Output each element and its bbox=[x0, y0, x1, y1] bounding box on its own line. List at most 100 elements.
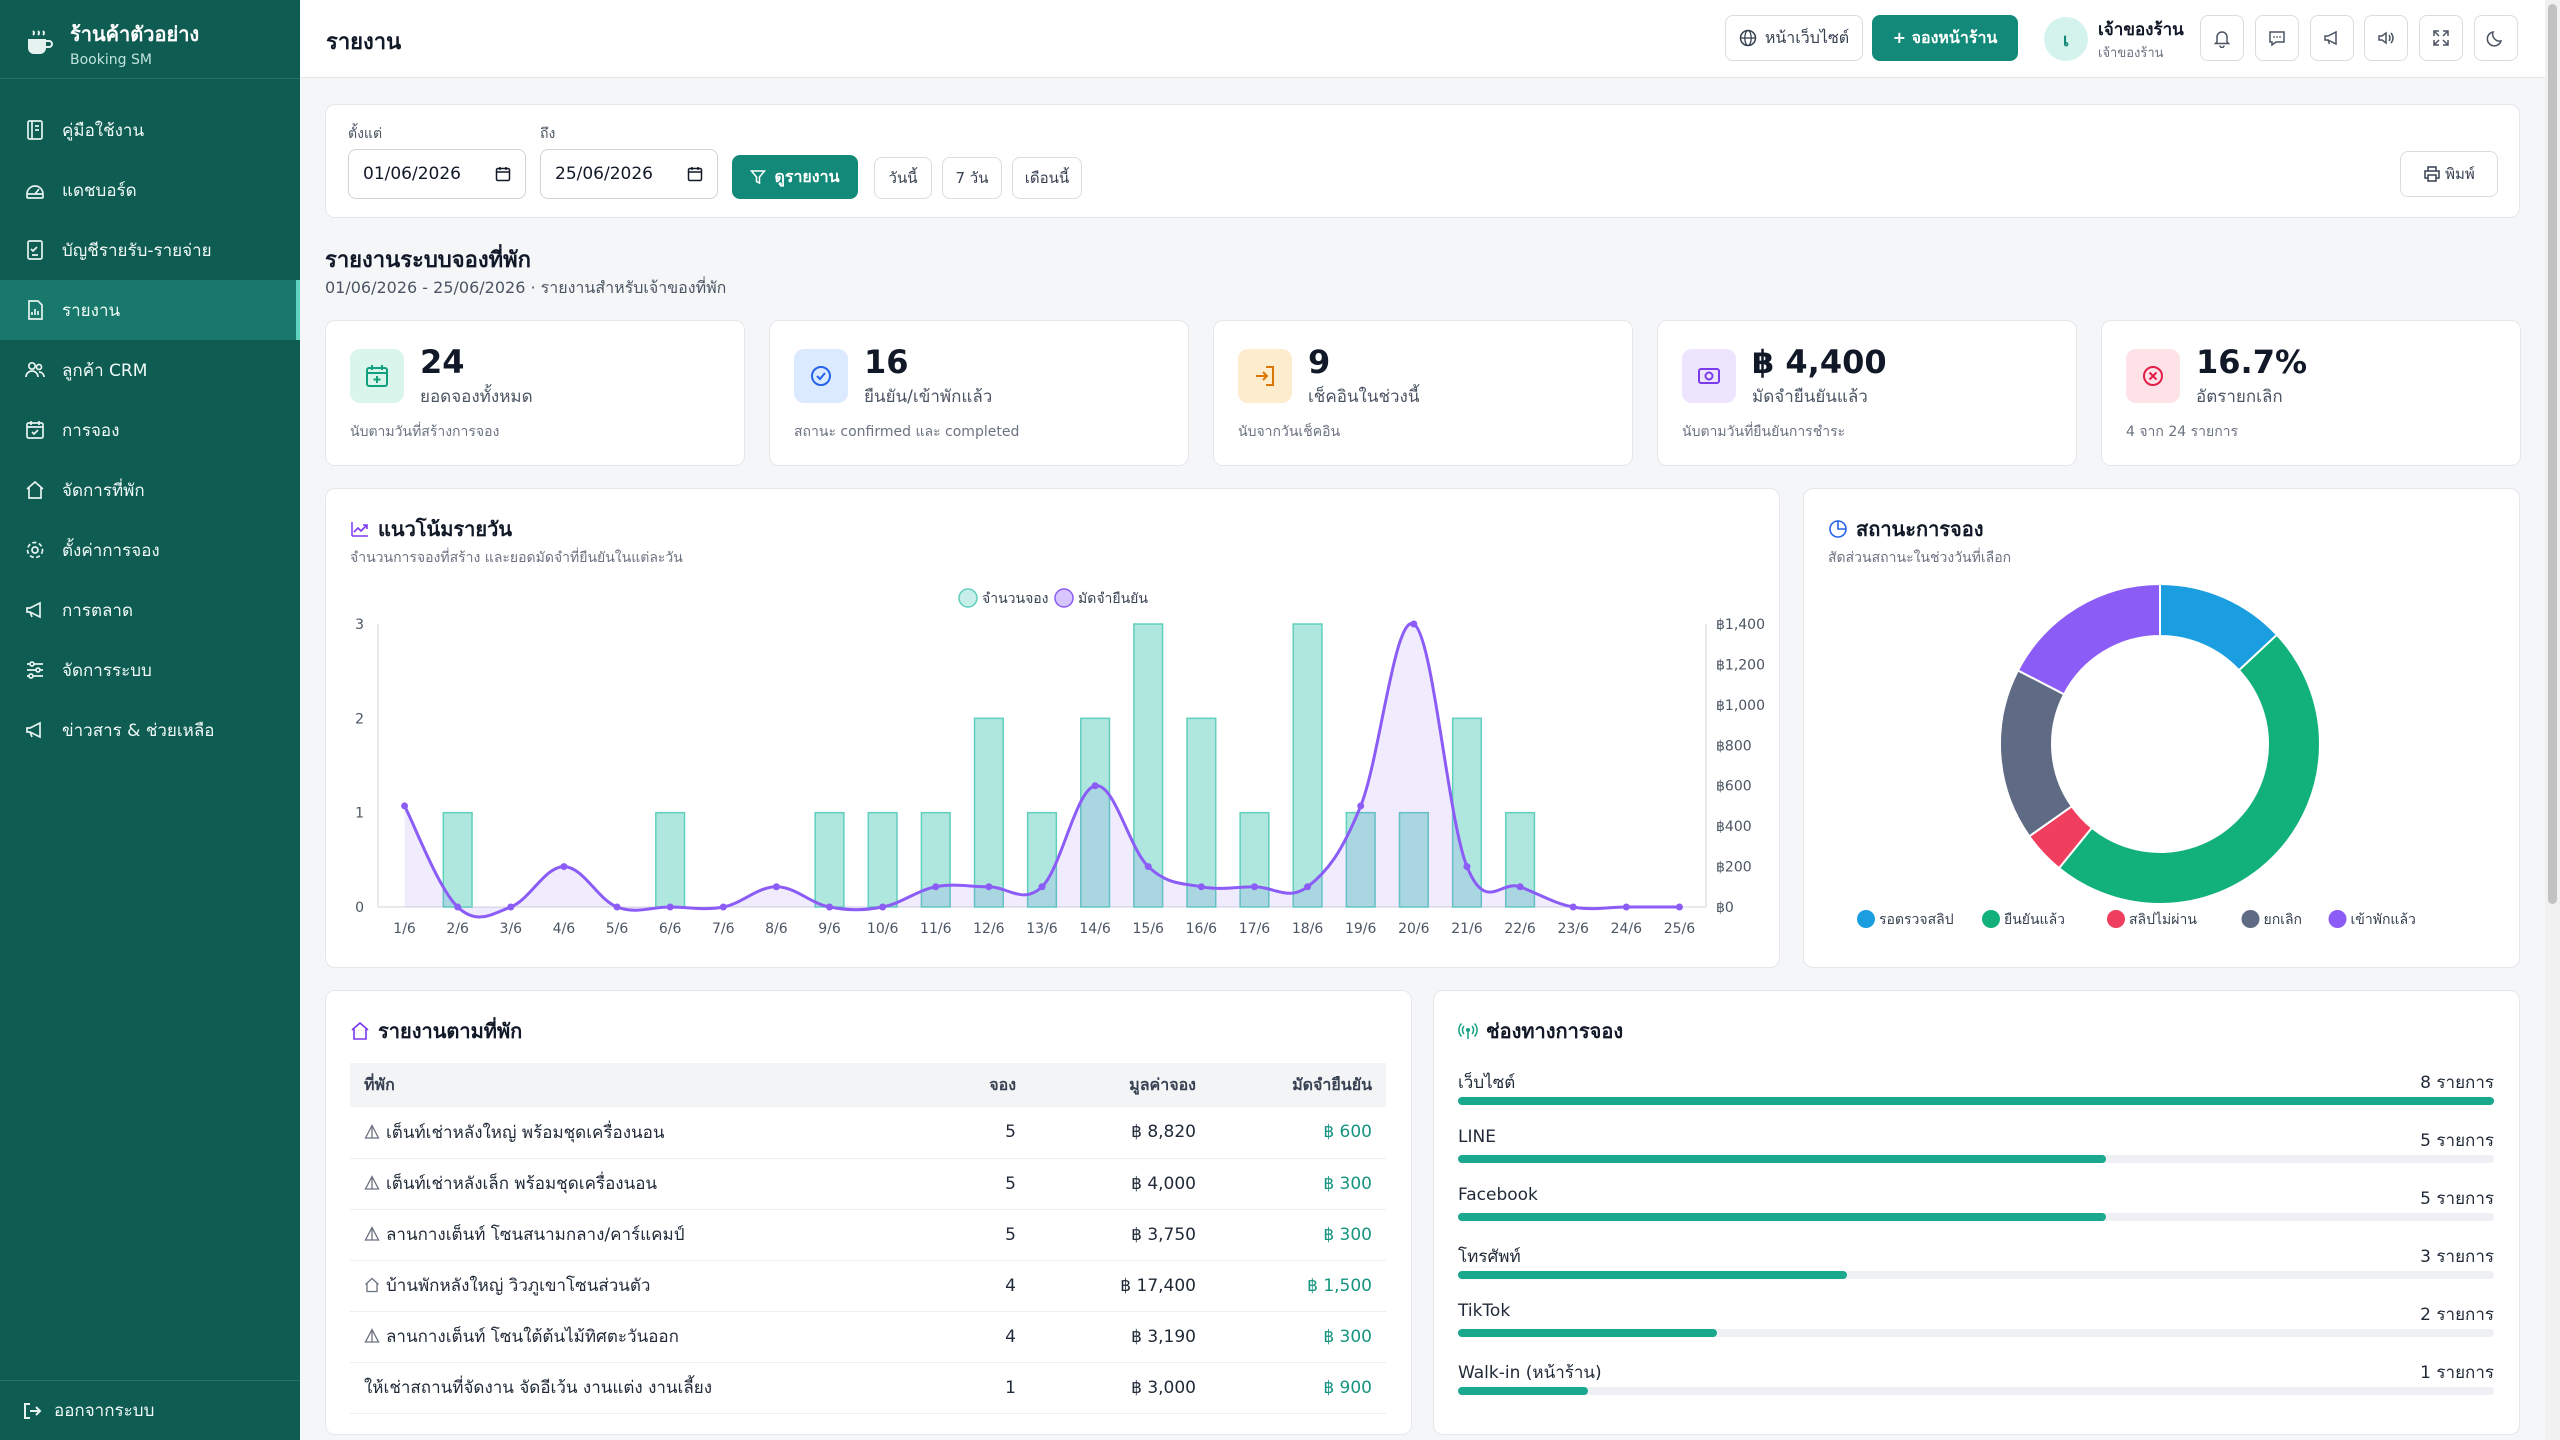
stat-note: นับตามวันที่สร้างการจอง bbox=[350, 424, 500, 440]
book-walkin-button[interactable]: + จองหน้าร้าน bbox=[1872, 15, 2018, 61]
x-tick-label: 13/6 bbox=[1026, 921, 1058, 937]
home-icon bbox=[24, 479, 46, 501]
table-row[interactable]: ลานกางเต็นท์ โซนสนามกลาง/คาร์แคมป์ 5 ฿ 3,7… bbox=[350, 1209, 1386, 1261]
stat-note: นับจากวันเช็คอิน bbox=[1238, 424, 1341, 440]
scrollbar-thumb[interactable] bbox=[2548, 4, 2557, 904]
sidebar-item-3[interactable]: รายงาน bbox=[0, 280, 300, 340]
property-name-cell: เต็นท์เช่าหลังใหญ่ พร้อมชุดเครื่องนอน bbox=[350, 1107, 910, 1159]
quick-today-button[interactable]: วันนี้ bbox=[874, 157, 932, 199]
quick-month-button[interactable]: เดือนนี้ bbox=[1012, 157, 1082, 199]
table-row[interactable]: เต็นท์เช่าหลังใหญ่ พร้อมชุดเครื่องนอน 5 ฿ … bbox=[350, 1107, 1386, 1159]
col-deposit[interactable]: มัดจำยืนยัน bbox=[1210, 1063, 1386, 1107]
x-tick-label: 16/6 bbox=[1186, 921, 1218, 937]
line-point bbox=[401, 802, 409, 810]
printer-icon bbox=[2424, 166, 2440, 182]
trend-title-wrap: แนวโน้มรายวัน bbox=[350, 513, 512, 545]
trend-chart: 0 1 2 3 ฿0 ฿200 ฿400 ฿600 ฿800 ฿1,000 ฿1,200 ฿1,400… bbox=[355, 588, 1765, 937]
sidebar-item-6[interactable]: จัดการที่พัก bbox=[0, 460, 300, 520]
line-point bbox=[666, 903, 674, 911]
sidebar-item-2[interactable]: บัญชีรายรับ-รายจ่าย bbox=[0, 220, 300, 280]
table-row[interactable]: ลานกางเต็นท์ โซนใต้ต้นไม้ทิศตะวันออก 4 ฿ 3… bbox=[350, 1311, 1386, 1363]
channel-count: 8 รายการ bbox=[2420, 1073, 2494, 1093]
property-name-cell: ลานกางเต็นท์ โซนสนามกลาง/คาร์แคมป์ bbox=[350, 1209, 910, 1261]
sidebar-item-1[interactable]: แดชบอร์ด bbox=[0, 160, 300, 220]
line-area bbox=[404, 623, 1680, 917]
channel-count: 5 รายการ bbox=[2420, 1131, 2494, 1151]
property-name: ให้เช่าสถานที่จัดงาน จัดอีเว้น งานแต่ง ง… bbox=[364, 1378, 713, 1398]
sidebar-item-0[interactable]: คู่มือใช้งาน bbox=[0, 100, 300, 160]
col-property[interactable]: ที่พัก bbox=[350, 1063, 910, 1107]
report-icon bbox=[24, 299, 46, 321]
line-point bbox=[560, 863, 568, 871]
globe-icon bbox=[1739, 29, 1757, 47]
avatar[interactable]: เ bbox=[2044, 17, 2088, 61]
scrollbar[interactable] bbox=[2545, 0, 2560, 1440]
announce-button[interactable] bbox=[2310, 15, 2354, 61]
x-tick-label: 8/6 bbox=[765, 921, 788, 937]
tent-icon bbox=[364, 1328, 380, 1343]
property-name-cell: บ้านพักหลังใหญ่ วิวภูเขาโซนส่วนตัว bbox=[350, 1260, 910, 1312]
fullscreen-button[interactable] bbox=[2419, 15, 2463, 61]
property-deposit: ฿ 1,500 bbox=[1210, 1260, 1386, 1312]
sidebar-item-10[interactable]: ข่าวสาร & ช่วยเหลือ bbox=[0, 700, 300, 760]
line-point bbox=[613, 903, 621, 911]
line-point bbox=[1144, 863, 1152, 871]
website-button[interactable]: หน้าเว็บไซต์ bbox=[1725, 15, 1863, 61]
channel-row: LINE 5 รายการ bbox=[1458, 1119, 2494, 1177]
bar bbox=[1451, 717, 1483, 908]
stat-note: นับตามวันที่ยืนยันการชำระ bbox=[1682, 424, 1846, 440]
table-row[interactable]: บ้านพักหลังใหญ่ วิวภูเขาโซนส่วนตัว 4 ฿ 17,… bbox=[350, 1260, 1386, 1312]
sidebar-item-label: จัดการระบบ bbox=[62, 660, 152, 681]
sound-button[interactable] bbox=[2364, 15, 2408, 61]
sidebar-item-label: บัญชีรายรับ-รายจ่าย bbox=[62, 240, 212, 261]
to-date-value: 25/06/2026 bbox=[555, 164, 653, 184]
quick-7days-button[interactable]: 7 วัน bbox=[942, 157, 1002, 199]
property-deposit: ฿ 300 bbox=[1210, 1209, 1386, 1261]
col-value[interactable]: มูลค่าจอง bbox=[1030, 1063, 1210, 1107]
y-left-tick-label: 2 bbox=[355, 711, 364, 727]
y-right-tick-label: ฿200 bbox=[1716, 860, 1752, 876]
table-row[interactable]: เต็นท์เช่าหลังเล็ก พร้อมชุดเครื่องนอน 5 ฿ … bbox=[350, 1158, 1386, 1210]
house-icon bbox=[351, 1021, 369, 1040]
logout-button[interactable]: ออกจากระบบ bbox=[0, 1380, 300, 1440]
col-bookings[interactable]: จอง bbox=[910, 1063, 1030, 1107]
stat-value: 9 bbox=[1308, 343, 1331, 381]
property-deposit: ฿ 300 bbox=[1210, 1158, 1386, 1210]
from-date-input[interactable]: 01/06/2026 bbox=[348, 149, 526, 199]
theme-button[interactable] bbox=[2474, 15, 2518, 61]
tent-icon bbox=[364, 1226, 380, 1241]
channel-name: เว็บไซต์ bbox=[1458, 1073, 1516, 1093]
sidebar-item-5[interactable]: การจอง bbox=[0, 400, 300, 460]
channel-name: TikTok bbox=[1458, 1301, 1511, 1321]
user-role: เจ้าของร้าน bbox=[2098, 46, 2164, 61]
megaphone-icon bbox=[2324, 30, 2337, 46]
users-icon bbox=[24, 359, 46, 381]
table-row[interactable]: ให้เช่าสถานที่จัดงาน จัดอีเว้น งานแต่ง ง… bbox=[350, 1362, 1386, 1414]
sidebar-item-8[interactable]: การตลาด bbox=[0, 580, 300, 640]
sidebar-item-9[interactable]: จัดการระบบ bbox=[0, 640, 300, 700]
y-right-tick-label: ฿600 bbox=[1716, 779, 1752, 795]
bar bbox=[1398, 811, 1429, 908]
print-button[interactable]: พิมพ์ bbox=[2400, 151, 2498, 197]
sliders-icon bbox=[24, 659, 46, 681]
channel-count: 5 รายการ bbox=[2420, 1189, 2494, 1209]
notification-button[interactable] bbox=[2200, 15, 2244, 61]
messages-button[interactable] bbox=[2255, 15, 2299, 61]
x-circle-icon bbox=[2126, 349, 2180, 403]
brand[interactable]: ร้านค้าตัวอย่าง Booking SM bbox=[22, 18, 199, 68]
brand-subtitle: Booking SM bbox=[70, 52, 152, 68]
legend-swatch bbox=[2107, 910, 2125, 928]
property-name: ลานกางเต็นท์ โซนสนามกลาง/คาร์แคมป์ bbox=[386, 1225, 685, 1245]
channel-name: Facebook bbox=[1458, 1185, 1538, 1205]
to-date-input[interactable]: 25/06/2026 bbox=[540, 149, 718, 199]
property-value: ฿ 4,000 bbox=[1030, 1158, 1210, 1210]
sidebar-item-label: การตลาด bbox=[62, 600, 134, 621]
y-left-tick-label: 1 bbox=[355, 806, 364, 822]
view-report-button[interactable]: ดูรายงาน bbox=[732, 155, 858, 199]
filter-bar: ตั้งแต่ 01/06/2026 ถึง 25/06/2026 ดูรายง… bbox=[325, 104, 2520, 218]
property-table: ที่พัก จอง มูลค่าจอง มัดจำยืนยัน เต็นท์เ… bbox=[350, 1063, 1386, 1414]
sidebar-item-7[interactable]: ตั้งค่าการจอง bbox=[0, 520, 300, 580]
logout-label: ออกจากระบบ bbox=[54, 1401, 155, 1421]
bar bbox=[655, 811, 686, 908]
sidebar-item-4[interactable]: ลูกค้า CRM bbox=[0, 340, 300, 400]
